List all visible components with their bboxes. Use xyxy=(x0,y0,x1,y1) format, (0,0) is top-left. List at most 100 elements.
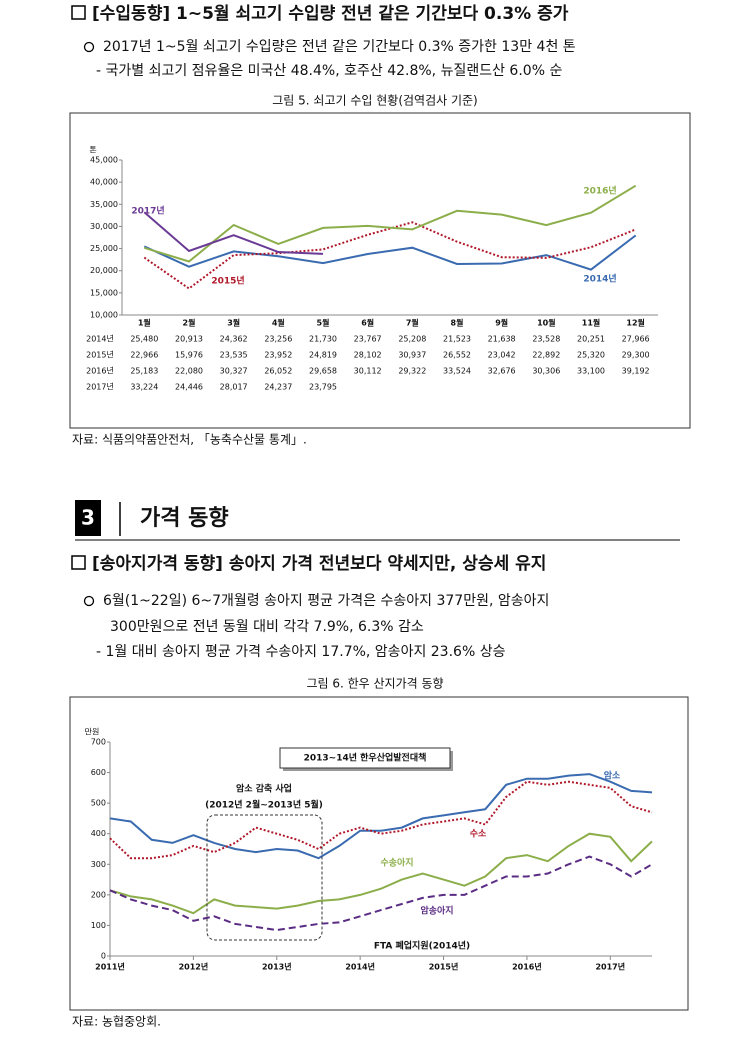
x-tick-label: 2015년 xyxy=(429,962,459,972)
table-cell: 24,446 xyxy=(175,383,203,392)
chart-frame xyxy=(69,696,689,1011)
table-cell: 29,322 xyxy=(398,367,426,376)
heading: [송아지가격 동향] 송아지 가격 전년보다 약세지만, 상승세 유지 xyxy=(92,553,546,574)
y-tick-label: 15,000 xyxy=(90,288,118,297)
table-cell: 33,524 xyxy=(443,367,471,376)
bullet-line: 6월(1~22일) 6~7개월령 송아지 평균 가격은 수송아지 377만원, … xyxy=(103,593,549,609)
table-cell: 24,819 xyxy=(309,351,337,360)
y-tick-label: 200 xyxy=(91,890,106,899)
chart-frame xyxy=(69,112,691,429)
table-cell: 30,112 xyxy=(354,367,382,376)
table-cell: 21,523 xyxy=(443,335,471,344)
table-cell: 22,966 xyxy=(130,351,158,360)
y-tick-label: 500 xyxy=(91,799,106,808)
table-cell: 22,892 xyxy=(532,351,560,360)
y-tick-label: 20,000 xyxy=(90,266,118,275)
table-cell: 30,937 xyxy=(398,351,426,360)
caption: 그림 6. 한우 산지가격 동향 xyxy=(306,677,443,691)
table-cell: 30,327 xyxy=(220,367,248,376)
bullet-circle xyxy=(83,41,95,53)
series-line xyxy=(109,855,653,932)
x-tick-label: 7월 xyxy=(406,318,419,328)
series-line xyxy=(109,773,653,860)
series-label: 2014년 xyxy=(583,273,616,285)
y-tick-label: 400 xyxy=(91,829,106,838)
x-tick-label: 5월 xyxy=(317,318,330,328)
source: 자료: 식품의약품안전처, 「농축수산물 통계」. xyxy=(72,432,307,447)
table-row-label: 2017년 xyxy=(86,382,114,392)
table-cell: 21,730 xyxy=(309,335,337,344)
x-tick-label: 2012년 xyxy=(179,962,209,972)
table-cell: 26,552 xyxy=(443,351,471,360)
y-unit: 만원 xyxy=(85,728,100,737)
x-tick-label: 10월 xyxy=(537,318,556,328)
x-tick-label: 4월 xyxy=(272,318,285,328)
series-label: 수소 xyxy=(470,829,487,840)
table-cell: 23,528 xyxy=(532,335,560,344)
series-label: 2016년 xyxy=(583,185,616,197)
series-label: 2017년 xyxy=(131,205,164,217)
series-label: 수송아지 xyxy=(380,857,413,869)
y-tick-label: 35,000 xyxy=(90,200,118,209)
series-line xyxy=(109,832,653,915)
y-tick-label: 300 xyxy=(91,860,106,869)
heading: [수입동향] 1~5월 쇠고기 수입량 전년 같은 기간보다 0.3% 증가 xyxy=(92,3,569,24)
annotation: (2012년 2월~2013년 5월) xyxy=(205,799,323,811)
annotation: 암소 감축 사업 xyxy=(236,783,292,795)
table-cell: 20,251 xyxy=(577,335,605,344)
y-tick-label: 100 xyxy=(91,921,106,930)
series-line xyxy=(143,234,637,271)
table-row-label: 2016년 xyxy=(86,366,114,376)
table-cell: 24,237 xyxy=(264,383,292,392)
y-tick-label: 40,000 xyxy=(90,178,118,187)
table-cell: 29,300 xyxy=(622,351,650,360)
bullet-circle xyxy=(83,595,95,607)
sub-bullet: - 국가별 쇠고기 점유율은 미국산 48.4%, 호주산 42.8%, 뉴질랜… xyxy=(96,63,562,79)
y-tick-label: 45,000 xyxy=(90,156,118,165)
table-cell: 39,192 xyxy=(622,367,650,376)
section-number: 3 xyxy=(81,506,95,530)
x-tick-label: 8월 xyxy=(451,318,464,328)
section-number-box xyxy=(75,500,101,536)
x-tick-label: 6월 xyxy=(361,318,374,328)
table-cell: 28,017 xyxy=(220,383,248,392)
table-cell: 22,080 xyxy=(175,367,203,376)
sub-bullet: - 1월 대비 송아지 평균 가격 수송아지 17.7%, 암송아지 23.6%… xyxy=(96,644,506,660)
series-label: 암송아지 xyxy=(420,905,453,917)
y-tick-label: 0 xyxy=(101,952,106,961)
table-cell: 21,638 xyxy=(488,335,516,344)
bullet: 2017년 1~5월 쇠고기 수입량은 전년 같은 기간보다 0.3% 증가한 … xyxy=(103,39,576,55)
annotation: 2013~14년 한우산업발전대책 xyxy=(304,752,427,764)
x-tick-label: 2017년 xyxy=(595,962,625,972)
table-cell: 33,224 xyxy=(130,383,158,392)
table-cell: 20,913 xyxy=(175,335,203,344)
section-title: 가격 동향 xyxy=(140,506,229,531)
x-tick-label: 9월 xyxy=(495,318,508,328)
table-cell: 25,208 xyxy=(398,335,426,344)
table-cell: 15,976 xyxy=(175,351,203,360)
y-tick-label: 600 xyxy=(91,768,106,777)
source: 자료: 농협중앙회. xyxy=(72,1015,161,1029)
x-tick-label: 2011년 xyxy=(95,962,125,972)
table-cell: 27,966 xyxy=(622,335,650,344)
table-cell: 23,042 xyxy=(488,351,516,360)
table-cell: 23,767 xyxy=(354,335,382,344)
table-cell: 23,535 xyxy=(220,351,248,360)
y-tick-label: 25,000 xyxy=(90,244,118,253)
table-cell: 25,320 xyxy=(577,351,605,360)
table-cell: 25,480 xyxy=(130,335,158,344)
x-tick-label: 2014년 xyxy=(345,962,375,972)
table-cell: 24,362 xyxy=(220,335,248,344)
x-tick-label: 2016년 xyxy=(512,962,542,972)
y-unit: 톤 xyxy=(89,146,96,155)
reduction-box xyxy=(206,814,323,941)
table-cell: 23,256 xyxy=(264,335,292,344)
series-line xyxy=(144,184,637,263)
annotation: FTA 폐업지원(2014년) xyxy=(374,940,470,952)
checkbox xyxy=(71,555,86,570)
x-tick-label: 1월 xyxy=(138,318,151,328)
table-cell: 28,102 xyxy=(354,351,382,360)
y-tick-label: 10,000 xyxy=(90,311,118,320)
table-cell: 32,676 xyxy=(488,367,516,376)
x-tick-label: 2013년 xyxy=(262,962,292,972)
